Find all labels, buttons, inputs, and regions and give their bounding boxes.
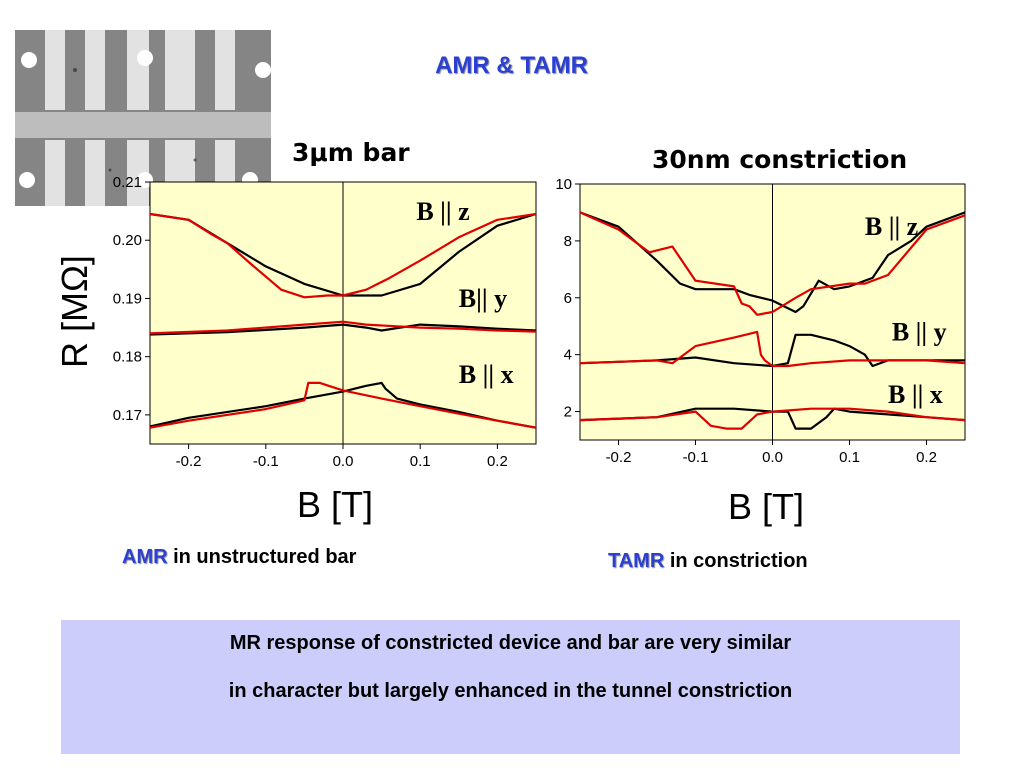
caption-amr-text: in unstructured bar bbox=[167, 546, 357, 568]
chart1-annotation-3: B || x bbox=[459, 360, 514, 389]
chart2-series-4 bbox=[579, 330, 966, 368]
chart1-x-tick-label: -0.1 bbox=[253, 453, 279, 470]
caption-amr: AMR in unstructured bar bbox=[122, 546, 356, 569]
caption-tamr-text: in constriction bbox=[664, 550, 808, 572]
summary-box: MR response of constricted device and ba… bbox=[61, 620, 960, 754]
chart2-y-tick-label: 8 bbox=[564, 233, 572, 250]
chart1-y-axis-label: R [MΩ] bbox=[54, 255, 95, 368]
chart2-y-tick-label: 10 bbox=[555, 176, 572, 193]
chart2-y-tick-label: 4 bbox=[564, 347, 572, 364]
chart1-y-tick-label: 0.17 bbox=[113, 407, 142, 424]
slide-title: AMR & TAMR bbox=[435, 52, 588, 79]
chart1-x-tick-label: 0.1 bbox=[410, 453, 431, 470]
chart2-x-axis-label: B [T] bbox=[728, 486, 805, 527]
chart2-y-tick-label: 6 bbox=[564, 290, 572, 307]
sem-micrograph-image bbox=[15, 30, 271, 206]
summary-line-2: in character but largely enhanced in the… bbox=[228, 680, 793, 702]
caption-tamr: TAMR in constriction bbox=[608, 550, 808, 573]
chart2-series-5 bbox=[579, 407, 966, 430]
chart2-annotation-3: B || x bbox=[888, 380, 943, 409]
caption-tamr-key: TAMR bbox=[608, 550, 665, 572]
chart1-y-tick-label: 0.21 bbox=[113, 174, 142, 191]
summary-line-1: MR response of constricted device and ba… bbox=[229, 632, 792, 654]
caption-amr-key: AMR bbox=[122, 546, 168, 568]
chart2-series-2 bbox=[579, 211, 966, 316]
chart2-series-6 bbox=[579, 407, 966, 430]
chart1-series-4 bbox=[149, 320, 537, 335]
chart2-y-tick-label: 2 bbox=[564, 404, 572, 421]
chart1-series-2 bbox=[149, 212, 537, 299]
chart2-annotation-1: B || z bbox=[865, 212, 918, 241]
chart1-y-tick-label: 0.18 bbox=[113, 349, 142, 366]
chart1-y-tick-label: 0.20 bbox=[113, 232, 142, 249]
chart2-series-1 bbox=[579, 211, 966, 314]
chart2-x-tick-label: 0.2 bbox=[916, 449, 937, 466]
chart1-x-tick-label: 0.2 bbox=[487, 453, 508, 470]
chart1-x-axis-label: B [T] bbox=[297, 484, 374, 525]
chart1-x-tick-label: -0.2 bbox=[176, 453, 202, 470]
chart1-x-tick-label: 0.0 bbox=[333, 453, 354, 470]
chart1-series-5 bbox=[149, 381, 537, 429]
chart2-annotation-2: B || y bbox=[892, 317, 947, 346]
chart2-x-tick-label: 0.1 bbox=[839, 449, 860, 466]
chart2-title: 30nm constriction bbox=[652, 145, 908, 174]
chart2-series-3 bbox=[579, 333, 965, 368]
chart2: -0.2 -0.1 0.0 0.1 0.2 2 4 6 8 10 B || z B || y B || … bbox=[555, 176, 966, 466]
chart1-series-6 bbox=[149, 381, 537, 429]
chart2-x-tick-label: -0.2 bbox=[606, 449, 632, 466]
chart1-annotation-2: B|| y bbox=[459, 284, 507, 313]
chart1-series-3 bbox=[149, 323, 537, 336]
chart1-y-tick-label: 0.19 bbox=[113, 290, 142, 307]
chart2-x-tick-label: 0.0 bbox=[762, 449, 783, 466]
chart1-annotation-1: B || z bbox=[416, 197, 469, 226]
chart2-x-tick-label: -0.1 bbox=[683, 449, 709, 466]
chart1-title: 3μm bar bbox=[292, 138, 410, 167]
chart1: -0.2 -0.1 0.0 0.1 0.2 0.17 0.18 0.19 0.20 0.21 B |… bbox=[113, 174, 537, 470]
